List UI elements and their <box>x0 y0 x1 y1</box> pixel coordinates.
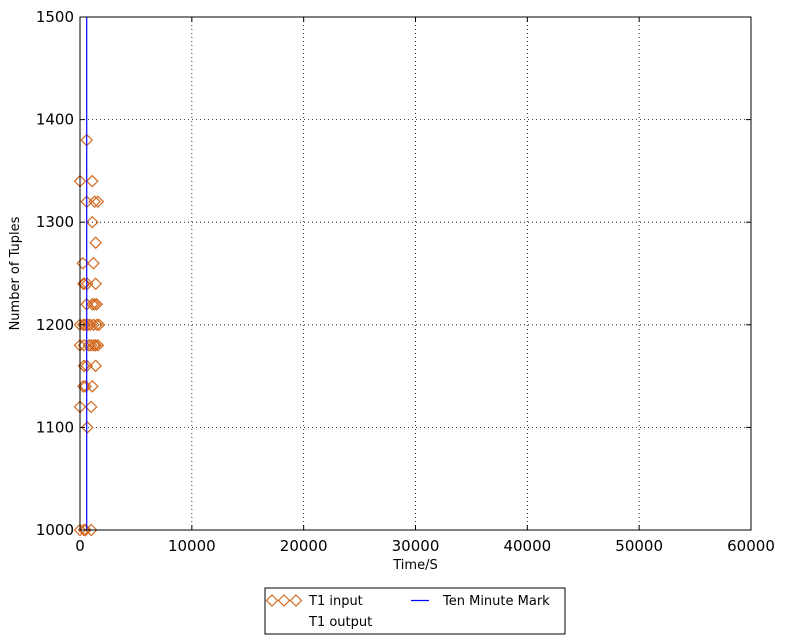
t1-input-point <box>92 318 106 332</box>
data-marks <box>73 17 106 537</box>
x-tick-label: 50000 <box>615 537 663 555</box>
y-tick-label: 1500 <box>36 8 74 26</box>
t1-input-point <box>91 338 105 352</box>
x-tick-label: 30000 <box>392 537 440 555</box>
y-axis-label: Number of Tuples <box>8 216 23 330</box>
t1-input-point <box>79 523 92 537</box>
x-tick-label: 40000 <box>503 537 551 555</box>
y-tick-label: 1100 <box>36 418 74 436</box>
t1-input-point <box>84 523 98 537</box>
t1-input-point <box>81 318 95 332</box>
t1-input-point <box>85 297 99 311</box>
t1-input-point <box>73 523 87 537</box>
legend-label-ten-minute-mark: Ten Minute Mark <box>442 594 550 609</box>
x-tick-label: 0 <box>75 537 85 555</box>
t1-input-point <box>89 277 103 291</box>
t1-input-point <box>88 297 101 311</box>
legend-label-t1-input: T1 input <box>308 594 363 609</box>
legend-marker-t1-input <box>289 594 303 607</box>
x-tick-label: 10000 <box>168 537 216 555</box>
t1-input-point <box>87 318 100 332</box>
t1-input-point <box>87 338 101 352</box>
t1-input-point <box>87 256 100 270</box>
t1-input-point <box>85 174 99 188</box>
grid-lines <box>80 17 751 530</box>
x-axis-label: Time/S <box>392 558 437 573</box>
legend-label-t1-output: T1 output <box>308 615 372 630</box>
axis-ticks: 0 10000 20000 30000 40000 50000 60000 1000 1100 1… <box>36 8 775 555</box>
x-tick-label: 60000 <box>727 537 775 555</box>
y-tick-label: 1200 <box>36 316 74 334</box>
t1-input-point <box>89 338 103 352</box>
t1-input-point <box>84 400 98 414</box>
legend: T1 input T1 output Ten Minute Mark <box>264 587 566 635</box>
legend-marker-t1-input <box>265 594 279 607</box>
t1-input-point <box>78 277 91 291</box>
t1-input-point <box>88 195 101 209</box>
y-tick-label: 1000 <box>36 521 74 539</box>
x-tick-label: 20000 <box>280 537 328 555</box>
y-tick-label: 1300 <box>36 213 74 231</box>
y-tick-label: 1400 <box>36 111 74 129</box>
t1-input-point <box>78 318 92 332</box>
t1-input-point <box>90 318 104 332</box>
t1-input-point <box>89 236 103 250</box>
t1-input-point <box>85 215 99 229</box>
t1-input-point <box>91 195 105 209</box>
t1-input-point <box>89 359 103 373</box>
t1-input-point <box>85 380 99 393</box>
t1-input-point <box>90 297 104 311</box>
legend-marker-t1-input <box>277 594 291 607</box>
legend-box <box>264 587 566 635</box>
